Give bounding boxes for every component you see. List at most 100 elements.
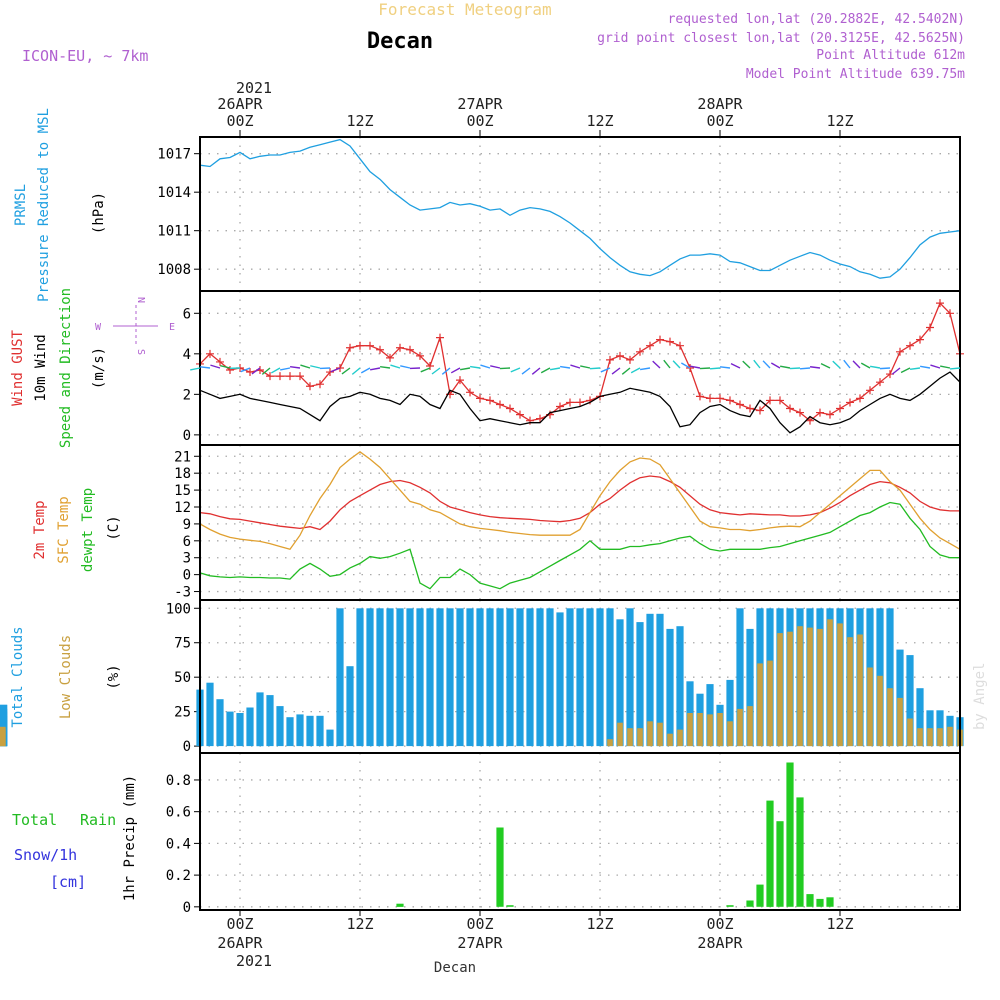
- wind-arrow-71: [900, 367, 911, 374]
- model-label: ICON-EU, ~ 7km: [22, 47, 148, 65]
- wind-arrow-37: [560, 365, 571, 369]
- wind-arrow-61: [799, 367, 811, 370]
- wind-arrow-36: [550, 367, 561, 371]
- pressure-ytick-label-2: 1014: [157, 185, 191, 201]
- gust-marker-53: [726, 396, 734, 405]
- precip-ytick-label-4: 0.8: [166, 773, 191, 789]
- clouds-bar-0-74: [936, 710, 944, 747]
- clouds-bar-0-34: [536, 608, 544, 747]
- clouds-bar-1-69: [887, 688, 893, 747]
- clouds-bar-0-29: [486, 608, 494, 747]
- clouds-bar-0-21: [406, 608, 414, 747]
- temperature-ytick-label-4: 9: [183, 517, 191, 533]
- wind-arrow-23: [420, 367, 431, 373]
- wind-arrow-39: [580, 365, 591, 369]
- clouds-bar-1-46: [657, 722, 663, 747]
- clouds-bar-0-25: [446, 608, 454, 747]
- wind-ytick-label-2: 4: [183, 347, 191, 363]
- clouds-bar-1-41: [607, 739, 613, 747]
- gust-marker-48: [676, 341, 684, 350]
- clouds-bar-1-57: [767, 660, 773, 747]
- clouds-bar-1-62: [817, 628, 823, 747]
- bottom-time-tick-5: 12Z: [826, 915, 853, 933]
- clouds-bar-1-42: [617, 722, 623, 747]
- temp-label-sfc: SFC Temp: [56, 496, 72, 563]
- wind-arrow-25: [441, 367, 451, 375]
- clouds-bar-0-15: [346, 666, 354, 747]
- panel-precip: 0 0.2 0.4 0.6 0.8: [166, 752, 961, 916]
- gust-marker-67: [866, 386, 874, 395]
- top-time-tick-0: 00Z: [226, 112, 253, 130]
- panel-pressure: 1008 1011 1014 1017: [157, 136, 961, 292]
- clouds-bar-0-22: [416, 608, 424, 747]
- wind-arrow-46: [652, 360, 661, 369]
- wind-arrow-24: [431, 367, 441, 375]
- precip-bar-0-8: [786, 762, 794, 907]
- clouds-bar-0-16: [356, 608, 364, 747]
- bottom-date-0: 26APR: [217, 934, 263, 952]
- wind-arrow-57: [762, 360, 771, 369]
- wind-arrow-55: [742, 360, 751, 369]
- temp-label-2m: 2m Temp: [32, 500, 48, 559]
- gust-marker-19: [386, 353, 394, 362]
- clouds-bar-1-51: [707, 714, 713, 747]
- temperature-ytick-label-6: 15: [174, 483, 191, 499]
- wind-arrow-5: [240, 367, 251, 373]
- clouds-bar-0-55: [746, 628, 754, 747]
- precip-bar-0-1: [496, 827, 504, 907]
- gust-marker-61: [806, 416, 814, 425]
- gust-marker-68: [876, 378, 884, 387]
- wind-arrow-53: [719, 366, 731, 369]
- temp-unit: (C): [106, 515, 122, 540]
- precip-bar-0-5: [756, 884, 764, 907]
- clouds-bar-0-70: [896, 649, 904, 747]
- clouds-label-total: Total Clouds: [10, 626, 26, 727]
- gust-marker-75: [946, 309, 954, 318]
- gust-marker-66: [856, 394, 864, 403]
- precip-ytick-label-1: 0.2: [166, 868, 191, 884]
- wind-arrow-65: [843, 359, 851, 369]
- wind-arrow-14: [330, 367, 341, 373]
- pressure-label-prmsl: PRMSL: [13, 184, 29, 226]
- wind-arrow-10: [289, 366, 301, 369]
- wind-arrow-62: [809, 366, 821, 369]
- wind-arrow-8: [270, 367, 281, 374]
- gust-marker-2: [216, 357, 224, 366]
- requested-coords: requested lon,lat (20.2882E, 42.5402N): [668, 12, 965, 27]
- pressure-unit: (hPa): [91, 192, 107, 234]
- gust-marker-26: [456, 376, 464, 385]
- clouds-bar-0-6: [256, 692, 264, 747]
- gust-marker-11: [306, 382, 314, 391]
- clouds-ytick-label-1: 25: [174, 705, 191, 721]
- wind-arrow-15: [341, 367, 351, 375]
- top-date-0: 26APR: [217, 95, 263, 113]
- gust-marker-58: [776, 396, 784, 405]
- gust-marker-42: [616, 351, 624, 360]
- clouds-bar-1-50: [697, 713, 703, 747]
- clouds-bar-0-18: [376, 608, 384, 747]
- temperature-ytick-label-7: 18: [174, 466, 191, 482]
- temperature-ytick-label-5: 12: [174, 500, 191, 516]
- gust-marker-32: [516, 410, 524, 419]
- gust-marker-5: [246, 368, 254, 377]
- wind-arrow-59: [780, 365, 791, 369]
- clouds-bar-0-71: [906, 655, 914, 747]
- clouds-ytick-label-2: 50: [174, 670, 191, 686]
- clouds-bar-0-45: [646, 613, 654, 747]
- wind-arrow-26: [450, 367, 461, 374]
- gust-marker-36: [556, 402, 564, 411]
- wind-arrow-1: [199, 366, 211, 369]
- credit-label: by Angel: [972, 663, 988, 730]
- wind-arrow-50: [690, 365, 701, 369]
- wind-arrow-17: [360, 367, 371, 374]
- clouds-bar-1-72: [917, 728, 923, 747]
- gust-marker-52: [716, 394, 724, 403]
- clouds-bar-1-73: [927, 728, 933, 747]
- clouds-bar-0-3: [226, 711, 234, 747]
- wind-label-10m: 10m Wind: [33, 334, 49, 401]
- temperature-line-0: [199, 475, 960, 531]
- clouds-ytick-label-4: 100: [166, 601, 191, 617]
- footer-label: Decan: [434, 960, 476, 976]
- wind-arrow-35: [540, 367, 551, 374]
